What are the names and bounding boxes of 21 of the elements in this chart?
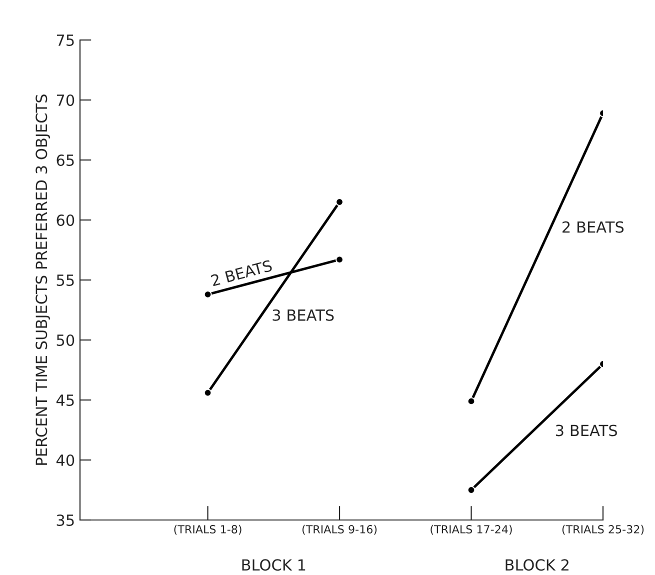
series-label: 3 BEATS bbox=[272, 309, 334, 321]
text: 2 BEATS bbox=[210, 260, 273, 286]
y-tick-label: 55 bbox=[56, 274, 74, 286]
series-label: 2 BEATS bbox=[562, 221, 624, 233]
series-label: 3 BEATS bbox=[556, 424, 617, 436]
y-tick-label: 45 bbox=[56, 394, 74, 406]
text: BLOCK 2 bbox=[506, 559, 568, 571]
text: BLOCK 1 bbox=[242, 559, 306, 571]
y-tick-label: 50 bbox=[56, 334, 74, 346]
y-tick-label: 65 bbox=[56, 154, 74, 166]
x-tick-label: (TRIALS 1-8) bbox=[174, 524, 242, 535]
y-tick-label: 75 bbox=[56, 34, 74, 46]
y-tick-label: 70 bbox=[56, 94, 74, 106]
x-tick-label: (TRIALS 25-32) bbox=[562, 524, 644, 535]
y-axis-title: PERCENT TIME SUBJECTS PREFERRED 3 OBJECTS bbox=[36, 94, 50, 465]
point bbox=[204, 388, 212, 397]
y-tick-label: 40 bbox=[56, 454, 74, 466]
y-tick-label: 35 bbox=[56, 514, 74, 526]
x-tick-label: (TRIALS 9-16) bbox=[302, 524, 377, 535]
x-tick-label: (TRIALS 17-24) bbox=[430, 524, 512, 535]
y-tick-label: 60 bbox=[56, 214, 74, 226]
